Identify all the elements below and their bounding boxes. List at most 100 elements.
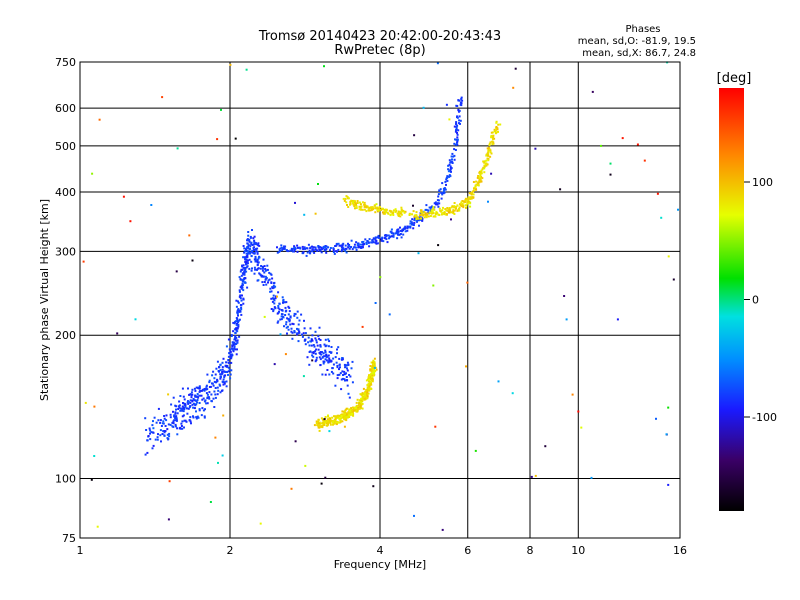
data-point: [481, 177, 484, 180]
data-point: [220, 389, 223, 392]
data-point: [442, 206, 444, 209]
data-point: [449, 165, 452, 168]
data-point: [145, 429, 148, 431]
data-point: [202, 409, 205, 412]
data-point: [342, 247, 345, 250]
data-point: [217, 389, 220, 392]
data-point: [366, 391, 369, 394]
data-point: [397, 214, 400, 217]
data-point: [246, 239, 248, 242]
data-point: [372, 365, 374, 368]
data-point: [406, 229, 409, 232]
data-point: [356, 398, 359, 401]
data-point: [444, 188, 447, 191]
data-point: [330, 370, 333, 373]
data-point: [261, 269, 264, 272]
data-point: [464, 199, 467, 202]
data-point: [227, 338, 230, 341]
data-point: [337, 414, 340, 417]
data-point: [442, 191, 445, 194]
data-point: [287, 250, 290, 253]
data-point: [380, 207, 383, 210]
data-point: [232, 350, 235, 353]
data-point: [490, 131, 493, 134]
noise-point: [580, 426, 583, 429]
data-point: [281, 309, 284, 312]
data-point: [240, 308, 243, 311]
noise-point: [667, 406, 670, 409]
data-point: [285, 321, 288, 324]
data-point: [340, 388, 343, 391]
data-point: [326, 420, 329, 423]
data-point: [495, 121, 498, 124]
data-point: [240, 313, 243, 316]
data-point: [477, 181, 480, 184]
data-point: [313, 424, 316, 427]
noise-point: [655, 417, 657, 420]
data-point: [348, 247, 351, 250]
data-point: [146, 451, 149, 454]
data-point: [409, 220, 412, 223]
data-point: [253, 239, 256, 242]
data-point: [231, 345, 234, 348]
data-point: [239, 278, 242, 281]
colorbar-label: [deg]: [717, 71, 752, 86]
data-point: [267, 279, 270, 282]
data-point: [392, 232, 395, 235]
data-point: [345, 413, 348, 416]
data-point: [421, 219, 424, 222]
data-point: [193, 407, 196, 410]
data-point: [413, 221, 416, 224]
noise-point: [122, 195, 125, 198]
data-point: [168, 435, 171, 438]
data-point: [174, 425, 177, 428]
data-point: [230, 369, 233, 372]
data-point: [225, 345, 228, 348]
data-point: [403, 211, 406, 214]
data-point: [319, 339, 322, 341]
y-tick-labels: 75 100 200 300 400 500 600 750: [55, 56, 76, 545]
data-point: [399, 215, 402, 218]
data-point: [461, 200, 464, 202]
data-point: [448, 163, 451, 166]
data-point: [333, 415, 335, 418]
data-point: [338, 414, 341, 417]
data-point: [181, 408, 184, 410]
data-point: [362, 393, 365, 396]
data-point: [459, 119, 462, 122]
data-point: [400, 206, 403, 209]
data-point: [391, 212, 394, 215]
data-point: [430, 209, 433, 212]
data-point: [221, 361, 224, 364]
data-point: [456, 131, 458, 134]
data-point: [235, 336, 238, 339]
data-point: [293, 248, 296, 251]
data-point: [235, 339, 238, 342]
data-point: [350, 407, 353, 410]
data-point: [443, 191, 446, 194]
noise-point: [590, 476, 593, 479]
data-point: [313, 345, 316, 348]
data-point: [166, 437, 169, 440]
data-point: [379, 208, 382, 211]
data-point: [290, 249, 293, 252]
data-point: [253, 272, 256, 275]
data-point: [289, 323, 292, 326]
data-point: [350, 412, 353, 415]
data-point: [363, 205, 366, 208]
data-point: [198, 408, 201, 411]
data-point: [214, 393, 217, 396]
noise-point: [665, 433, 668, 436]
data-point: [282, 299, 285, 302]
data-point: [317, 335, 320, 338]
data-point: [319, 352, 322, 355]
data-point: [345, 416, 348, 419]
noise-point: [530, 475, 533, 478]
data-point: [355, 241, 358, 244]
data-point: [257, 279, 260, 282]
data-point: [382, 240, 385, 243]
data-point: [365, 393, 368, 396]
data-point: [359, 404, 362, 407]
data-point: [357, 243, 360, 246]
noise-point: [116, 332, 119, 335]
